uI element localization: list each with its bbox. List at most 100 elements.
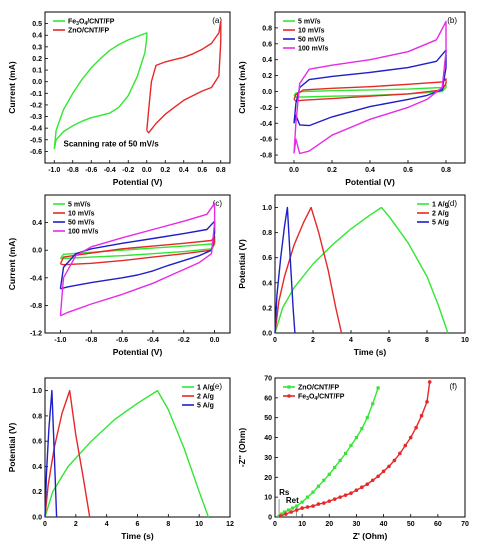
chart-panel-a: -1.0 -0.8 -0.6 -0.4 -0.2 0.0 0.2 0.4 0.6 0.8-0.6-… bbox=[7, 11, 231, 187]
y-tick-label: 0.0 bbox=[32, 515, 42, 522]
annotation: Ret bbox=[286, 496, 299, 505]
data-point bbox=[327, 499, 332, 503]
data-point bbox=[408, 435, 413, 440]
annotation: Rs bbox=[279, 488, 290, 497]
y-axis-label: Current (mA) bbox=[7, 61, 17, 114]
x-tick-label: 4 bbox=[349, 337, 353, 344]
y-tick-label: 0.4 bbox=[262, 57, 272, 64]
y-tick-label: 0.6 bbox=[262, 41, 272, 48]
x-tick-label: 20 bbox=[325, 521, 333, 528]
data-point bbox=[349, 491, 353, 495]
y-tick-label: 0.4 bbox=[32, 220, 42, 227]
series-line-2 bbox=[44, 389, 58, 518]
x-tick-label: 40 bbox=[380, 521, 388, 528]
data-point bbox=[286, 508, 291, 512]
data-point bbox=[289, 510, 294, 514]
x-tick-label: 0.8 bbox=[216, 167, 226, 174]
data-point bbox=[316, 502, 321, 506]
x-tick-label: -0.6 bbox=[116, 337, 128, 344]
legend-label-part: Fe bbox=[298, 394, 306, 401]
series-line-1 bbox=[44, 389, 91, 518]
data-point bbox=[305, 505, 310, 509]
x-tick-label: -0.8 bbox=[85, 337, 97, 344]
legend-label-part: /CNT/FP bbox=[317, 394, 345, 401]
x-tick-label: 0.4 bbox=[179, 167, 189, 174]
data-point bbox=[282, 510, 287, 514]
series-line-2 bbox=[293, 49, 447, 127]
data-point bbox=[311, 504, 315, 508]
legend-label: 5 mV/s bbox=[298, 19, 321, 26]
data-point bbox=[295, 504, 299, 508]
y-tick-label: -0.3 bbox=[30, 114, 42, 121]
panel-label: (b) bbox=[447, 16, 457, 25]
plot-frame bbox=[44, 11, 231, 164]
chart-panel-c: -1.0 -0.8 -0.6 -0.4 -0.2 0.0 -1.2 -0.8 -0.4 0.0 0.… bbox=[7, 194, 231, 357]
data-point bbox=[419, 413, 424, 418]
panel-label: (c) bbox=[213, 199, 223, 208]
legend-label-part: O bbox=[309, 394, 315, 401]
y-tick-label: -0.5 bbox=[30, 137, 42, 144]
legend-label-part: O bbox=[79, 19, 85, 26]
legend-label: 50 mV/s bbox=[298, 37, 325, 44]
x-tick-label: 0.2 bbox=[160, 167, 170, 174]
x-tick-label: 2 bbox=[74, 521, 78, 528]
x-tick-label: 0.8 bbox=[441, 167, 451, 174]
legend-label: Fe3O4/CNT/FP bbox=[298, 394, 345, 403]
x-tick-label: 0 bbox=[43, 521, 47, 528]
y-tick-label: 1.0 bbox=[262, 205, 272, 212]
x-axis-label: Time (s) bbox=[354, 347, 387, 357]
series-line-1 bbox=[274, 206, 343, 334]
data-point bbox=[300, 506, 304, 510]
data-point bbox=[414, 425, 418, 430]
y-tick-label: 10 bbox=[264, 495, 272, 502]
x-axis-label: Z' (Ohm) bbox=[353, 531, 388, 541]
legend-label: 10 mV/s bbox=[68, 211, 95, 218]
legend-label-part: 3 bbox=[306, 396, 309, 402]
y-tick-label: 0.4 bbox=[32, 33, 42, 40]
y-tick-label: 40 bbox=[264, 435, 272, 442]
panel-label: (e) bbox=[212, 382, 222, 391]
x-tick-label: 8 bbox=[425, 337, 429, 344]
data-point bbox=[387, 464, 391, 469]
series-line-1 bbox=[146, 20, 222, 134]
x-tick-label: 8 bbox=[166, 521, 170, 528]
y-tick-label: -0.6 bbox=[260, 137, 272, 144]
x-axis-label: Potential (V) bbox=[345, 177, 395, 187]
y-tick-label: 0.8 bbox=[262, 230, 272, 237]
y-axis-label: Potential (V) bbox=[237, 239, 247, 289]
data-point bbox=[327, 472, 331, 476]
plot-frame bbox=[274, 194, 466, 334]
data-point bbox=[332, 497, 337, 501]
series-line-0 bbox=[53, 32, 148, 150]
x-tick-label: 0 bbox=[273, 521, 277, 528]
chart-panel-e: 0 2 4 6 8 10 12 0.0 0.2 0.4 0.6 0.8 1.0 Time (s) Poten… bbox=[7, 377, 234, 541]
data-point bbox=[300, 500, 304, 504]
data-point bbox=[338, 495, 342, 499]
x-tick-label: 50 bbox=[407, 521, 415, 528]
x-tick-label: -1.0 bbox=[48, 167, 60, 174]
x-tick-label: 0.0 bbox=[142, 167, 152, 174]
data-point bbox=[333, 465, 337, 469]
x-tick-label: -1.0 bbox=[54, 337, 66, 344]
y-tick-label: 60 bbox=[264, 395, 272, 402]
data-point bbox=[370, 478, 375, 483]
y-tick-label: 0.6 bbox=[262, 255, 272, 262]
series-line-0 bbox=[59, 241, 216, 260]
x-axis-label: Potential (V) bbox=[113, 347, 163, 357]
y-tick-label: 0.1 bbox=[32, 68, 42, 75]
data-point bbox=[322, 478, 326, 482]
y-tick-label: 1.0 bbox=[32, 388, 42, 395]
data-point bbox=[280, 512, 284, 516]
data-point bbox=[425, 400, 429, 404]
x-tick-label: 0.6 bbox=[197, 167, 207, 174]
x-tick-label: -0.2 bbox=[122, 167, 134, 174]
legend-label: 1 A/g bbox=[197, 385, 214, 392]
y-tick-label: 70 bbox=[264, 376, 272, 383]
legend-label: 5 A/g bbox=[197, 403, 214, 410]
data-point bbox=[360, 427, 364, 431]
legend-label-part: Fe bbox=[68, 19, 76, 26]
data-point bbox=[354, 435, 359, 440]
data-point bbox=[316, 484, 321, 488]
legend-label: ZnO/CNT/FP bbox=[298, 385, 340, 392]
